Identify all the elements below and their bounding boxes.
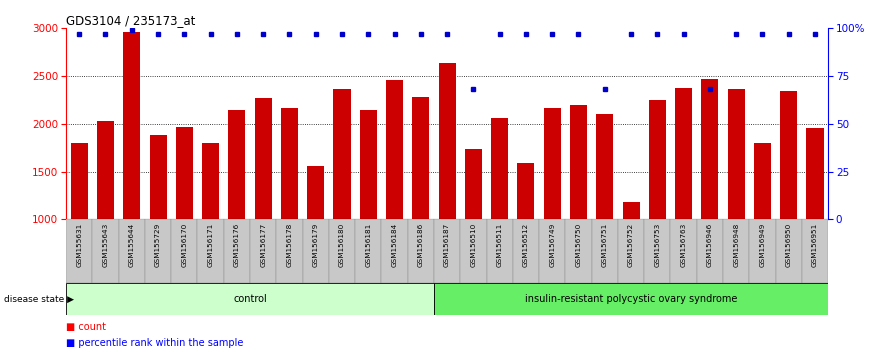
Text: GSM156187: GSM156187 <box>444 223 450 267</box>
Bar <box>648 100 666 219</box>
Text: GSM156179: GSM156179 <box>313 223 319 267</box>
Bar <box>623 202 640 219</box>
Bar <box>701 79 718 219</box>
Bar <box>570 105 587 219</box>
Bar <box>806 128 824 219</box>
Bar <box>644 219 670 283</box>
Bar <box>355 219 381 283</box>
Text: insulin-resistant polycystic ovary syndrome: insulin-resistant polycystic ovary syndr… <box>525 294 737 304</box>
Bar <box>119 219 144 283</box>
Bar <box>329 219 355 283</box>
Bar <box>281 108 298 219</box>
Bar <box>460 219 486 283</box>
Bar <box>412 97 429 219</box>
Text: GSM156752: GSM156752 <box>628 223 634 267</box>
Text: GSM156511: GSM156511 <box>497 223 503 267</box>
Bar <box>592 219 618 283</box>
Text: GDS3104 / 235173_at: GDS3104 / 235173_at <box>66 14 196 27</box>
Bar <box>277 219 302 283</box>
Text: ■ count: ■ count <box>66 322 106 332</box>
Bar <box>781 91 797 219</box>
Bar <box>670 219 697 283</box>
Bar <box>197 219 224 283</box>
Bar <box>517 163 535 219</box>
Bar <box>66 283 434 315</box>
Bar <box>123 32 140 219</box>
Text: GSM156178: GSM156178 <box>286 223 292 267</box>
Bar <box>359 110 377 219</box>
Bar <box>386 80 403 219</box>
Bar <box>93 219 119 283</box>
Text: GSM156181: GSM156181 <box>366 223 371 267</box>
Text: GSM156176: GSM156176 <box>233 223 240 267</box>
Bar <box>202 143 219 219</box>
Bar <box>333 90 351 219</box>
Bar <box>302 219 329 283</box>
Bar <box>491 118 508 219</box>
Bar <box>439 63 455 219</box>
Bar <box>750 219 775 283</box>
Bar <box>539 219 566 283</box>
Bar <box>802 219 828 283</box>
Bar <box>66 219 93 283</box>
Text: GSM156948: GSM156948 <box>733 223 739 267</box>
Bar <box>618 219 644 283</box>
Bar <box>754 143 771 219</box>
Text: GSM155643: GSM155643 <box>102 223 108 267</box>
Bar <box>70 143 88 219</box>
Text: GSM156949: GSM156949 <box>759 223 766 267</box>
Bar <box>224 219 250 283</box>
Text: GSM156510: GSM156510 <box>470 223 477 267</box>
Bar <box>775 219 802 283</box>
Text: GSM156751: GSM156751 <box>602 223 608 267</box>
Text: ■ percentile rank within the sample: ■ percentile rank within the sample <box>66 338 243 348</box>
Text: GSM156946: GSM156946 <box>707 223 713 267</box>
Text: GSM156171: GSM156171 <box>208 223 213 267</box>
Text: GSM156180: GSM156180 <box>339 223 345 267</box>
Bar <box>513 219 539 283</box>
Bar <box>144 219 171 283</box>
Text: GSM156186: GSM156186 <box>418 223 424 267</box>
Bar <box>255 98 271 219</box>
Text: GSM155729: GSM155729 <box>155 223 161 267</box>
Bar <box>566 219 592 283</box>
Bar <box>408 219 434 283</box>
Bar <box>486 219 513 283</box>
Text: GSM156170: GSM156170 <box>181 223 188 267</box>
Bar <box>434 283 828 315</box>
Text: disease state ▶: disease state ▶ <box>4 295 74 304</box>
Text: GSM155644: GSM155644 <box>129 223 135 267</box>
Bar <box>465 149 482 219</box>
Bar <box>171 219 197 283</box>
Text: GSM156951: GSM156951 <box>812 223 818 267</box>
Text: GSM156749: GSM156749 <box>549 223 555 267</box>
Bar <box>176 127 193 219</box>
Bar <box>307 166 324 219</box>
Text: GSM156753: GSM156753 <box>655 223 661 267</box>
Text: GSM156750: GSM156750 <box>575 223 581 267</box>
Text: GSM155631: GSM155631 <box>77 223 82 267</box>
Bar <box>596 114 613 219</box>
Bar <box>228 110 246 219</box>
Text: control: control <box>233 294 267 304</box>
Bar <box>381 219 408 283</box>
Text: GSM156177: GSM156177 <box>260 223 266 267</box>
Bar <box>434 219 460 283</box>
Bar <box>544 108 561 219</box>
Bar <box>675 87 692 219</box>
Bar <box>697 219 723 283</box>
Bar <box>723 219 750 283</box>
Text: GSM156950: GSM156950 <box>786 223 792 267</box>
Bar <box>250 219 277 283</box>
Bar <box>97 121 114 219</box>
Bar <box>728 90 744 219</box>
Text: GSM156184: GSM156184 <box>391 223 397 267</box>
Text: GSM156763: GSM156763 <box>681 223 686 267</box>
Text: GSM156512: GSM156512 <box>523 223 529 267</box>
Bar <box>150 135 167 219</box>
